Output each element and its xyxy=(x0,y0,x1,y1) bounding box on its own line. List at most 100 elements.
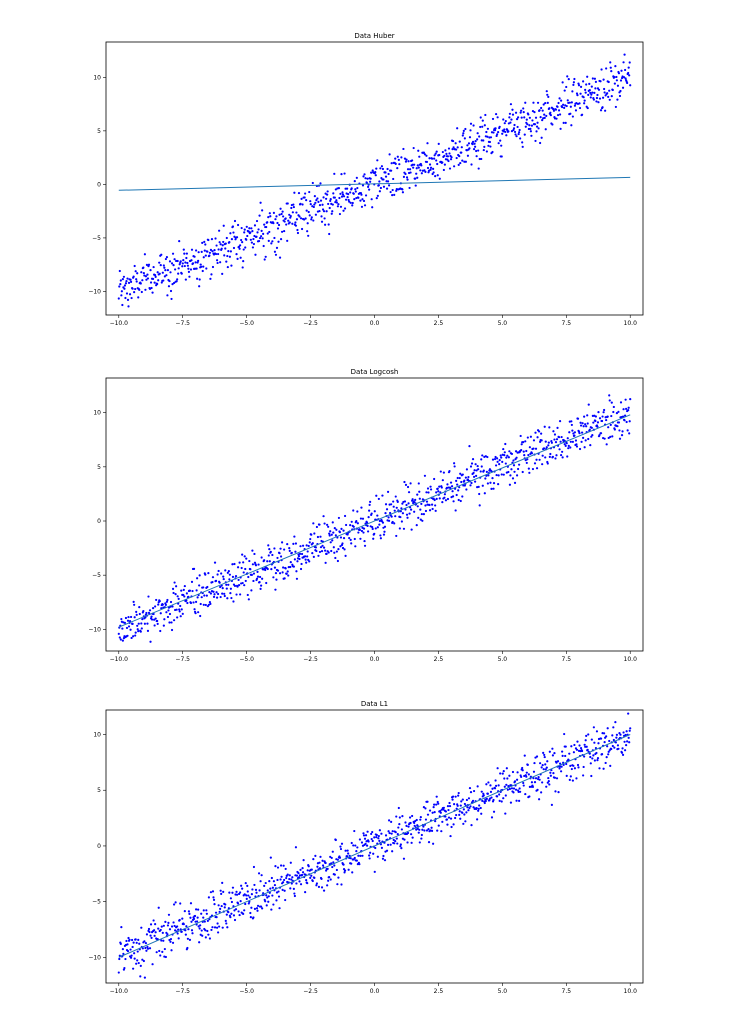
data-point xyxy=(358,528,362,532)
data-point xyxy=(334,838,337,842)
data-point xyxy=(346,187,349,190)
data-point xyxy=(311,552,314,555)
data-point xyxy=(272,211,275,214)
data-point xyxy=(344,849,347,852)
data-point xyxy=(258,236,262,240)
data-point xyxy=(224,919,227,922)
data-point xyxy=(446,483,449,486)
data-point xyxy=(144,946,147,950)
data-point xyxy=(453,465,456,468)
data-point xyxy=(617,421,621,424)
data-point xyxy=(415,818,418,822)
data-point xyxy=(295,577,299,580)
data-point xyxy=(582,96,585,99)
data-point xyxy=(228,578,231,581)
data-point xyxy=(554,790,557,793)
data-point xyxy=(243,584,246,587)
data-point xyxy=(568,752,571,755)
data-point xyxy=(241,241,244,244)
data-point xyxy=(310,874,313,877)
data-point xyxy=(451,139,455,143)
data-point xyxy=(481,454,484,457)
data-point xyxy=(244,881,247,885)
data-point xyxy=(441,479,444,482)
data-point xyxy=(391,850,394,853)
data-point xyxy=(455,479,458,482)
data-point xyxy=(614,105,617,109)
data-point xyxy=(512,787,516,790)
y-tick-label: 0 xyxy=(97,518,101,525)
data-point xyxy=(512,127,516,130)
data-point xyxy=(452,146,455,149)
data-point xyxy=(492,482,496,485)
fit-line-group xyxy=(118,414,631,628)
data-point xyxy=(480,790,483,793)
data-point xyxy=(568,101,571,104)
data-point xyxy=(455,807,458,810)
data-point xyxy=(386,167,389,171)
data-point xyxy=(611,734,614,737)
data-point xyxy=(446,155,450,158)
data-point xyxy=(510,130,514,133)
data-point xyxy=(506,454,509,457)
data-point xyxy=(469,484,472,487)
data-point xyxy=(485,783,488,786)
data-point xyxy=(463,160,466,163)
data-point xyxy=(535,458,538,461)
data-point xyxy=(542,103,545,106)
data-point xyxy=(433,811,436,814)
data-point xyxy=(517,467,520,471)
data-point xyxy=(567,444,570,447)
data-point xyxy=(451,490,454,493)
data-point xyxy=(254,564,258,567)
data-point xyxy=(610,747,613,751)
data-point xyxy=(575,748,579,751)
data-point xyxy=(508,116,511,119)
data-point xyxy=(378,523,381,526)
data-point xyxy=(183,252,186,255)
data-point xyxy=(595,96,599,100)
data-point xyxy=(322,889,326,892)
data-point xyxy=(264,255,267,258)
x-tick-label: 7.5 xyxy=(562,988,572,995)
data-point xyxy=(254,888,258,891)
data-point xyxy=(229,897,232,900)
data-point xyxy=(195,589,198,592)
data-point xyxy=(193,255,196,258)
data-point xyxy=(577,84,581,87)
data-point xyxy=(212,590,215,593)
data-point xyxy=(246,890,249,893)
data-point xyxy=(579,92,582,95)
data-point xyxy=(337,187,341,190)
data-point xyxy=(406,485,410,489)
data-point xyxy=(329,878,332,881)
data-point xyxy=(381,857,385,860)
data-point xyxy=(532,447,535,450)
data-point xyxy=(263,559,266,562)
data-point xyxy=(258,214,261,217)
data-point xyxy=(439,470,442,473)
data-point xyxy=(154,275,157,278)
data-point xyxy=(607,426,610,429)
x-axis-ticks: −10.0 −7.5 −5.0 −2.5 0.0 2.5 5.0 7.5 10.0 xyxy=(110,983,637,995)
data-point xyxy=(548,426,551,429)
data-point xyxy=(326,867,329,870)
data-point xyxy=(475,469,478,472)
data-point xyxy=(334,556,337,560)
data-point xyxy=(124,957,127,961)
data-point xyxy=(180,608,183,611)
data-point xyxy=(279,207,282,210)
data-point xyxy=(495,473,498,477)
data-point xyxy=(245,894,248,897)
data-point xyxy=(128,938,131,941)
data-point xyxy=(283,577,286,580)
data-point xyxy=(522,784,525,787)
data-point xyxy=(376,514,379,517)
data-point xyxy=(470,462,474,465)
data-point xyxy=(590,93,593,96)
data-point xyxy=(542,751,545,754)
data-point xyxy=(243,228,246,231)
data-point xyxy=(615,733,619,736)
data-point xyxy=(411,814,414,818)
data-point xyxy=(626,740,629,743)
